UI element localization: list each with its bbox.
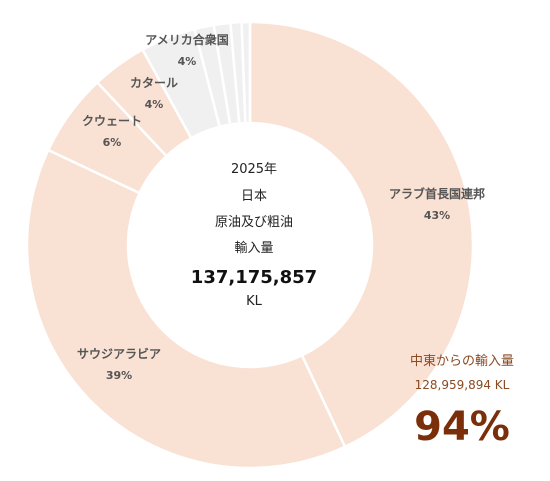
slice-0 (248, 20, 475, 449)
slice-percent-label: 4% (145, 98, 164, 111)
slice-labels: アラブ首長国連邦43%サウジアラビア39%クウェート6%カタール4%アメリカ合衆… (77, 32, 485, 382)
slice-percent-label: 43% (424, 209, 450, 222)
middle-east-label: 中東からの輸入量 (410, 353, 514, 369)
center-year: 2025年 (231, 162, 277, 177)
middle-east-value: 128,959,894 KL (415, 378, 510, 392)
donut-slices (25, 20, 475, 470)
middle-east-percent: 94% (414, 404, 510, 450)
center-unit: KL (246, 294, 263, 309)
slice-name-label: サウジアラビア (77, 346, 161, 361)
middle-east-callout: 中東からの輸入量 128,959,894 KL 94% (410, 353, 514, 450)
slice-name-label: カタール (130, 76, 178, 90)
slice-name-label: アメリカ合衆国 (145, 32, 228, 47)
slice-percent-label: 39% (106, 369, 132, 382)
slice-8 (240, 20, 252, 125)
center-total-value: 137,175,857 (191, 267, 317, 288)
slice-name-label: アラブ首長国連邦 (389, 186, 485, 201)
slice-1 (25, 148, 347, 470)
center-label: 2025年 日本 原油及び粗油 輸入量 137,175,857 KL (191, 162, 317, 309)
center-commodity: 原油及び粗油 (215, 215, 293, 230)
center-measure: 輸入量 (234, 241, 273, 256)
center-country: 日本 (241, 189, 267, 204)
slice-percent-label: 6% (103, 136, 122, 149)
slice-percent-label: 4% (178, 55, 197, 68)
slice-name-label: クウェート (82, 114, 142, 128)
